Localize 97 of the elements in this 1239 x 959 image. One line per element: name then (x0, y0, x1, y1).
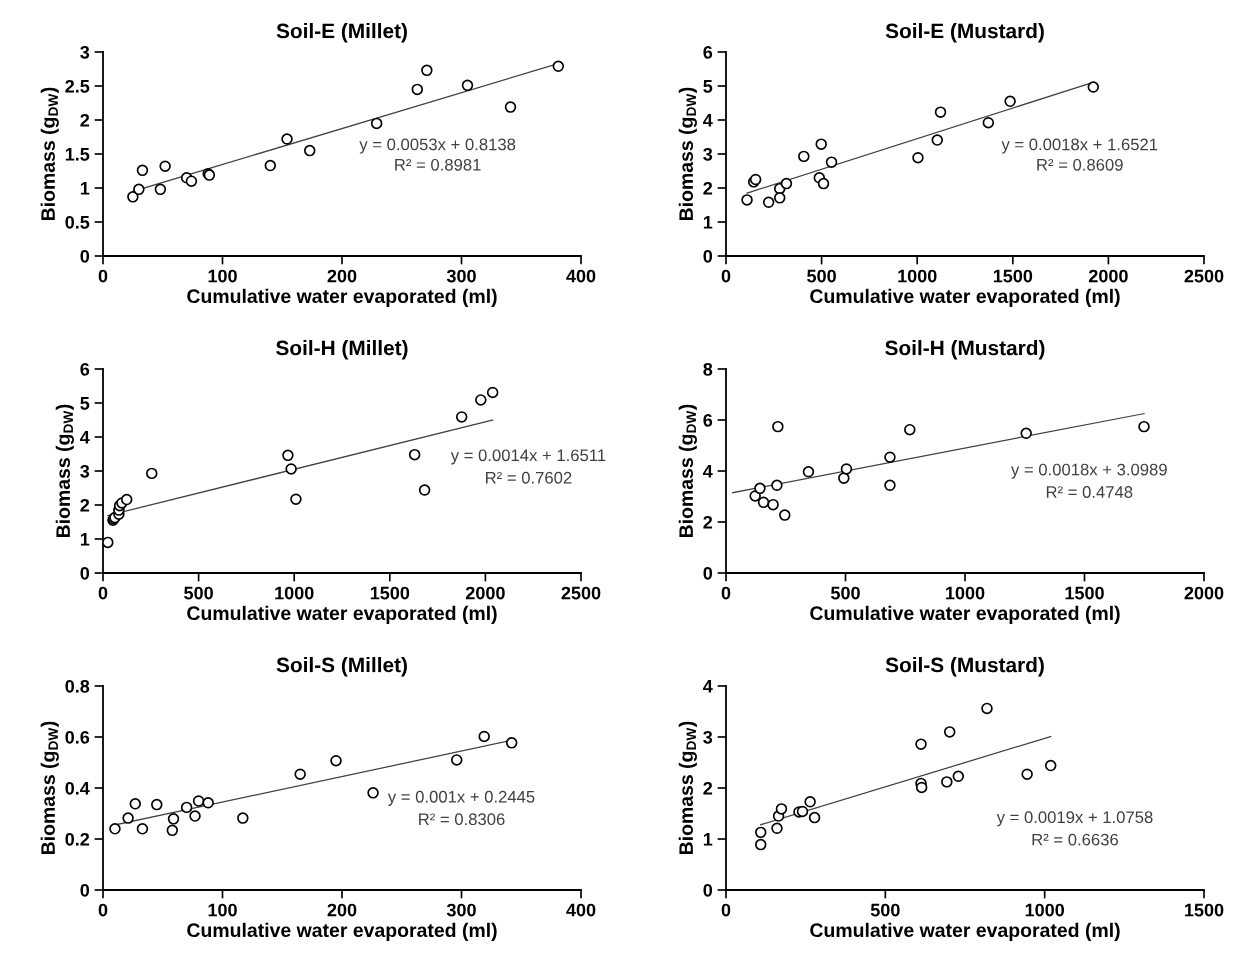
y-tick-label: 0 (703, 566, 713, 580)
y-axis-title: Biomass (g$_{DW}$) (40, 721, 59, 855)
x-tick-label: 0 (98, 903, 108, 917)
x-axis-title: Cumulative water evaporated (ml) (810, 288, 1120, 307)
x-tick-label: 2000 (1184, 586, 1224, 600)
x-axis-title: Cumulative water evaporated (ml) (187, 605, 497, 624)
chart-title: Soil-E (Millet) (276, 23, 407, 43)
x-tick-label: 200 (327, 269, 357, 283)
y-axis-title: Biomass (g$_{DW}$) (678, 87, 697, 221)
y-tick-label: 1 (80, 182, 90, 195)
x-tick-label: 0 (721, 269, 731, 283)
annotation: R² = 0.4748 (1046, 486, 1133, 498)
y-tick-label: 3 (80, 464, 90, 478)
y-tick-label: 4 (703, 114, 713, 127)
chart-title: Soil-H (Millet) (276, 340, 408, 360)
y-axis-title: Biomass (g$_{DW}$) (678, 404, 697, 538)
y-tick-label: 0.5 (65, 215, 90, 229)
y-tick-label: 2.5 (65, 79, 90, 93)
x-tick-label: 1000 (1025, 903, 1065, 917)
y-tick-label: 0.8 (65, 679, 90, 693)
x-tick-label: 500 (870, 903, 900, 917)
annotation: y = 0.0018x + 1.6521 (1001, 138, 1158, 154)
y-tick-label: 4 (80, 431, 90, 444)
y-tick-label: 2 (80, 113, 90, 127)
x-tick-label: 0 (98, 586, 108, 600)
y-tick-label: 0 (80, 883, 90, 897)
y-tick-label: 6 (80, 362, 90, 376)
y-tick-label: 2 (703, 181, 713, 195)
y-tick-label: 5 (80, 397, 90, 410)
y-tick-label: 2 (703, 515, 713, 529)
y-tick-label: 1 (80, 533, 90, 546)
x-tick-label: 2000 (465, 586, 505, 600)
chart-title: Soil-S (Mustard) (885, 657, 1044, 677)
x-axis-title: Cumulative water evaporated (ml) (810, 605, 1120, 624)
x-tick-label: 1000 (275, 586, 314, 600)
x-tick-label: 400 (566, 269, 596, 283)
y-tick-label: 1 (703, 216, 713, 229)
x-tick-label: 2000 (1088, 269, 1128, 283)
y-tick-label: 1.5 (65, 148, 90, 161)
annotation: y = 0.0018x + 3.0989 (1011, 463, 1167, 479)
x-tick-label: 0 (98, 269, 108, 283)
annotation: y = 0.0019x + 1.0758 (996, 811, 1153, 827)
x-tick-label: 0 (721, 903, 731, 917)
x-tick-label: 200 (327, 903, 357, 917)
x-tick-label: 1500 (1065, 586, 1104, 600)
y-axis-title: Biomass (g$_{DW}$) (55, 404, 74, 538)
annotation: y = 0.0053x + 0.8138 (359, 138, 516, 154)
x-tick-label: 1500 (1185, 903, 1224, 917)
annotation: y = 0.001x + 0.2445 (387, 790, 535, 806)
x-tick-label: 100 (208, 269, 237, 283)
y-tick-label: 4 (703, 680, 713, 693)
y-tick-label: 5 (703, 80, 713, 93)
x-tick-label: 500 (830, 586, 860, 600)
x-tick-label: 0 (721, 586, 731, 600)
chart-title: Soil-S (Millet) (276, 657, 407, 677)
y-tick-label: 4 (703, 465, 713, 478)
y-tick-label: 2 (80, 498, 90, 512)
y-tick-label: 0.6 (65, 730, 90, 744)
x-axis-title: Cumulative water evaporated (ml) (810, 922, 1120, 941)
y-tick-label: 3 (703, 730, 713, 744)
y-axis-title: Biomass (g$_{DW}$) (40, 87, 59, 221)
y-tick-label: 6 (703, 45, 713, 59)
annotation: R² = 0.6636 (1032, 833, 1118, 846)
y-tick-label: 0.2 (65, 832, 90, 846)
y-tick-label: 0 (80, 566, 90, 580)
y-tick-label: 2 (703, 781, 713, 795)
y-tick-label: 0 (703, 883, 713, 897)
annotation: R² = 0.8306 (419, 813, 505, 826)
x-tick-label: 1500 (370, 586, 410, 600)
x-tick-label: 1500 (993, 269, 1033, 283)
y-tick-label: 0 (80, 249, 90, 263)
y-tick-label: 1 (703, 833, 713, 846)
y-axis-title: Biomass (g$_{DW}$) (678, 721, 697, 855)
x-tick-label: 1000 (946, 586, 985, 600)
x-tick-label: 300 (446, 903, 476, 917)
x-tick-label: 100 (208, 903, 237, 917)
annotation: y = 0.0014x + 1.6511 (450, 449, 606, 465)
annotation: R² = 0.7602 (486, 471, 572, 484)
x-tick-label: 2500 (561, 586, 601, 600)
annotation: R² = 0.8981 (395, 158, 481, 171)
x-tick-label: 2500 (1184, 269, 1224, 283)
x-tick-label: 500 (184, 586, 213, 600)
x-axis-title: Cumulative water evaporated (ml) (187, 922, 497, 941)
y-tick-label: 3 (703, 147, 713, 161)
chart-title: Soil-H (Mustard) (885, 340, 1045, 360)
x-tick-label: 300 (446, 269, 476, 283)
annotation: R² = 0.8609 (1037, 158, 1123, 171)
x-tick-label: 1000 (898, 269, 937, 283)
y-tick-label: 3 (80, 45, 90, 59)
y-tick-label: 6 (703, 413, 713, 427)
chart-title: Soil-E (Mustard) (885, 23, 1044, 43)
x-axis-title: Cumulative water evaporated (ml) (187, 288, 497, 307)
y-tick-label: 0 (703, 249, 713, 263)
y-tick-label: 0.4 (65, 781, 90, 795)
y-tick-label: 8 (703, 362, 713, 376)
x-tick-label: 400 (566, 903, 596, 917)
x-tick-label: 500 (807, 269, 836, 283)
